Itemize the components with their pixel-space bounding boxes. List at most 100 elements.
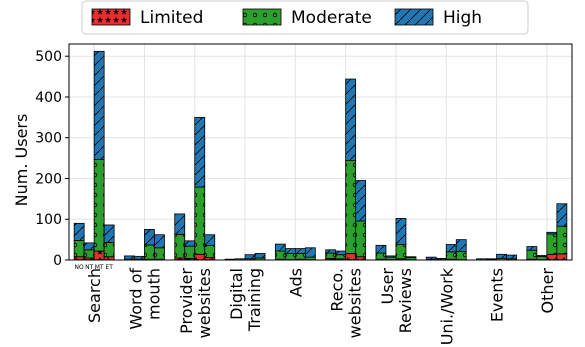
bar-segment-moderate <box>325 252 337 259</box>
bar-segment-moderate <box>445 251 457 260</box>
y-tick-label: 300 <box>35 131 62 147</box>
legend-swatch-moderate <box>242 8 282 26</box>
bar-segment-moderate <box>174 233 186 259</box>
bar-segment-moderate <box>455 251 467 260</box>
svg-text:Reco.: Reco. <box>328 268 347 312</box>
bar-segment-high <box>526 246 538 251</box>
bar-segment-high <box>254 253 266 259</box>
bar-segment-moderate <box>83 249 95 259</box>
bar-segment-high <box>325 249 337 254</box>
bar-segment-high <box>506 254 517 260</box>
bar-segment-high <box>134 255 145 260</box>
x-tick-label: Other <box>538 268 557 314</box>
svg-text:mouth: mouth <box>144 268 163 320</box>
svg-text:Uni./Work: Uni./Work <box>437 267 456 345</box>
svg-text:Training: Training <box>245 268 264 332</box>
legend-label-moderate: Moderate <box>291 8 372 28</box>
legend-swatch-high <box>394 8 434 26</box>
bar-segment-moderate <box>204 244 216 258</box>
bar-segment-high <box>194 116 206 188</box>
bars <box>73 50 568 261</box>
x-tick-label: Digital Training <box>227 268 264 332</box>
svg-text:Reviews: Reviews <box>396 268 415 333</box>
svg-text:websites: websites <box>346 268 365 338</box>
bar-segment-moderate <box>546 233 558 255</box>
y-tick-label: 400 <box>35 90 62 106</box>
bar-segment-high <box>536 255 548 257</box>
x-tick-label: Reco. websites <box>328 268 365 338</box>
svg-text:Other: Other <box>538 268 557 314</box>
bar-segment-moderate <box>284 253 296 260</box>
svg-text:Search: Search <box>85 268 104 323</box>
bar-segment-moderate <box>103 242 115 258</box>
subgroup-label: ET <box>105 264 113 271</box>
svg-text:Digital: Digital <box>227 268 246 320</box>
bar-segment-moderate <box>184 245 196 259</box>
bar-segment-high <box>244 254 256 260</box>
svg-text:Provider: Provider <box>177 268 196 334</box>
bar-segment-high <box>274 243 286 252</box>
legend-label-high: High <box>443 8 482 28</box>
x-tick-label: Uni./Work <box>437 267 456 345</box>
bar-segment-high <box>284 248 296 254</box>
bar-segment-moderate <box>73 240 85 258</box>
bar-segment-moderate <box>375 252 387 260</box>
bar-segment-moderate <box>154 247 165 260</box>
bar-segment-moderate <box>294 253 306 260</box>
bar-segment-high <box>496 253 507 259</box>
bar-segment-high <box>204 234 216 246</box>
x-tick-label: Provider websites <box>177 268 214 339</box>
bar-segment-high <box>425 256 437 260</box>
y-tick-label: 200 <box>35 171 62 187</box>
x-tick-label: Search <box>85 268 104 323</box>
bar-segment-high <box>93 50 105 160</box>
bar-segment-high <box>174 213 186 235</box>
bar-segment-high <box>355 180 367 222</box>
bar-segment-limited <box>556 253 568 261</box>
bar-segment-moderate <box>556 225 568 255</box>
bar-segment-moderate <box>536 255 548 260</box>
bar-segment-high <box>124 255 135 260</box>
bar-segment-high <box>144 229 155 246</box>
bar-segment-high <box>103 224 115 243</box>
x-tick-label: Word of mouth <box>126 268 163 330</box>
bar-segment-high <box>154 234 165 249</box>
legend-swatch-limited <box>91 8 131 26</box>
bar-segment-moderate <box>335 254 347 260</box>
svg-text:User: User <box>378 268 397 305</box>
grid <box>69 44 572 261</box>
y-axis-label: Num. Users <box>12 114 31 207</box>
bar-segment-moderate <box>345 160 357 254</box>
bar-segment-limited <box>345 253 357 261</box>
legend-label-limited: Limited <box>140 8 203 28</box>
y-tick-label: 100 <box>35 212 62 228</box>
bar-segment-high <box>294 248 306 254</box>
svg-text:websites: websites <box>195 268 214 338</box>
bar-segment-limited <box>194 253 206 261</box>
subgroup-label: NO <box>75 264 84 271</box>
x-tick-label: Ads <box>286 268 305 297</box>
bar-segment-high <box>405 256 417 258</box>
bar-segment-high <box>486 258 497 260</box>
bar-segment-high <box>385 255 397 258</box>
bar-segment-moderate <box>395 244 407 260</box>
bar-segment-high <box>304 247 316 258</box>
bar-segment-high <box>73 222 85 241</box>
legend: Limited Moderate High <box>81 0 529 35</box>
bar-segment-moderate <box>355 220 367 258</box>
svg-text:Word of: Word of <box>126 268 145 330</box>
bar-segment-high <box>395 218 407 245</box>
bar-segment-moderate <box>274 250 286 260</box>
bar-segment-moderate <box>526 249 538 260</box>
y-tick-label: 500 <box>35 49 62 65</box>
bar-segment-high <box>445 244 457 253</box>
bar-segment-high <box>335 250 347 256</box>
bar-segment-high <box>546 231 558 235</box>
subgroup-label: NT <box>85 264 93 271</box>
bar-segment-limited <box>93 250 105 261</box>
x-tick-label: User Reviews <box>378 268 415 334</box>
bar-segment-high <box>345 78 357 161</box>
bar-segment-limited <box>546 253 558 261</box>
bar-segment-moderate <box>144 244 155 260</box>
